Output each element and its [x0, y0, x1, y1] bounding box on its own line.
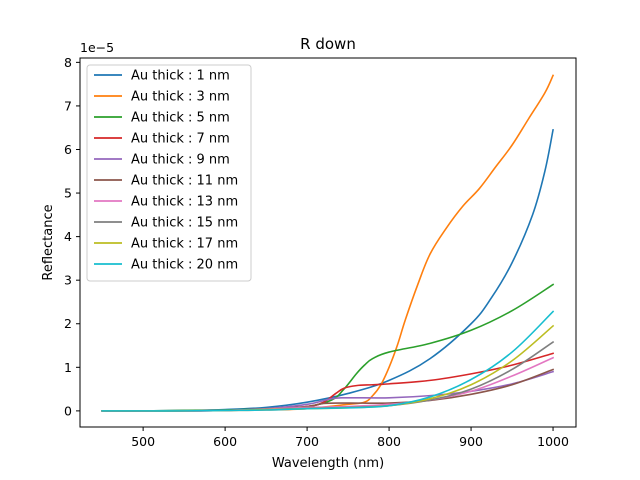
series-group [101, 74, 555, 412]
y-tick-label: 2 [64, 316, 72, 331]
legend: Au thick : 1 nm Au thick : 3 nm Au thick :… [86, 64, 252, 282]
y-axis-label: Reflectance [41, 204, 56, 280]
y-axis: 0 1 2 3 4 5 6 7 8 [64, 55, 80, 418]
axes-frame [79, 57, 577, 428]
x-tick-label: 700 [295, 434, 319, 449]
legend-label: Au thick : 11 nm [131, 174, 238, 189]
x-axis: 500 600 700 800 900 1000 [131, 427, 569, 449]
x-axis-label: Wavelength (nm) [272, 456, 384, 471]
y-axis-scale-label: 1e−5 [80, 40, 114, 55]
legend-label: Au thick : 20 nm [131, 258, 238, 273]
legend-label: Au thick : 17 nm [131, 237, 238, 252]
y-tick-label: 5 [64, 186, 72, 201]
y-tick-label: 6 [64, 142, 72, 157]
y-tick-label: 7 [64, 98, 72, 113]
x-tick-label: 1000 [537, 434, 569, 449]
x-tick-label: 500 [131, 434, 155, 449]
legend-label: Au thick : 7 nm [131, 132, 230, 147]
legend-label: Au thick : 9 nm [131, 153, 230, 168]
legend-label: Au thick : 5 nm [131, 111, 230, 126]
x-tick-label: 800 [377, 434, 401, 449]
y-tick-label: 3 [64, 273, 72, 288]
legend-box [86, 64, 252, 282]
y-tick-label: 1 [64, 360, 72, 375]
x-tick-label: 900 [459, 434, 483, 449]
y-tick-label: 4 [64, 229, 72, 244]
series-line-10 [101, 310, 555, 412]
x-tick-label: 600 [213, 434, 237, 449]
y-tick-label: 0 [64, 403, 72, 418]
legend-label: Au thick : 3 nm [131, 90, 230, 105]
legend-label: Au thick : 15 nm [131, 216, 238, 231]
legend-label: Au thick : 13 nm [131, 195, 238, 210]
legend-label: Au thick : 1 nm [131, 69, 230, 84]
chart-title: R down [300, 35, 356, 53]
y-tick-label: 8 [64, 55, 72, 70]
